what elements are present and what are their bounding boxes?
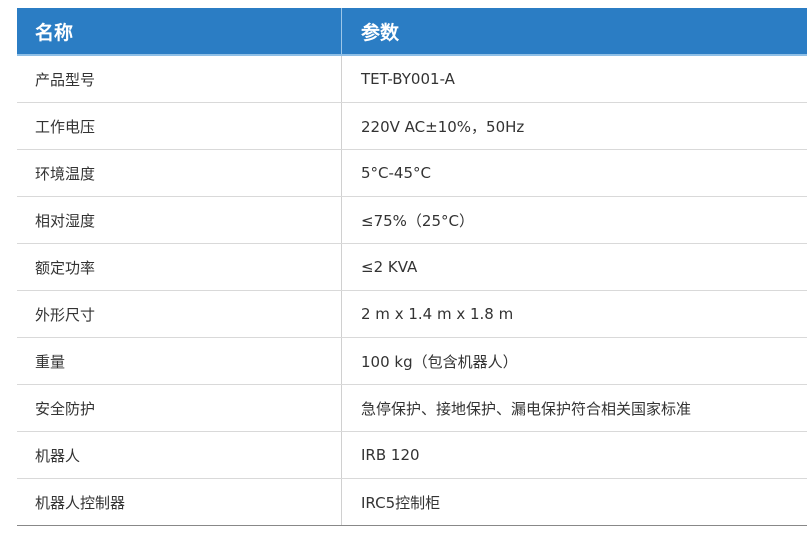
table-row: 额定功率 ≤2 KVA [17, 244, 807, 291]
row-name: 产品型号 [17, 56, 342, 102]
row-value: IRC5控制柜 [361, 493, 441, 512]
row-value: 急停保护、接地保护、漏电保护符合相关国家标准 [361, 399, 692, 418]
header-param: 参数 [361, 21, 400, 44]
row-name: 重量 [17, 338, 342, 384]
row-name: 工作电压 [17, 103, 342, 149]
table-row: 外形尺寸 2 m x 1.4 m x 1.8 m [17, 291, 807, 338]
table-row: 机器人控制器 IRC5控制柜 [17, 479, 807, 526]
row-value: TET-BY001-A [361, 70, 455, 88]
row-value: 100 kg（包含机器人） [361, 352, 518, 371]
row-name: 安全防护 [17, 385, 342, 431]
table-row: 相对湿度 ≤75%（25°C） [17, 197, 807, 244]
table-row: 机器人 IRB 120 [17, 432, 807, 479]
row-value: IRB 120 [361, 446, 420, 464]
table-header: 名称 参数 [17, 8, 807, 56]
row-value: ≤2 KVA [361, 258, 418, 276]
row-name: 相对湿度 [17, 197, 342, 243]
row-value: 220V AC±10%，50Hz [361, 117, 525, 136]
row-value: 5°C-45°C [361, 164, 431, 182]
row-name: 机器人控制器 [17, 479, 342, 525]
table-row: 安全防护 急停保护、接地保护、漏电保护符合相关国家标准 [17, 385, 807, 432]
table-row: 工作电压 220V AC±10%，50Hz [17, 103, 807, 150]
row-name: 环境温度 [17, 150, 342, 196]
row-name: 外形尺寸 [17, 291, 342, 337]
spec-table: 名称 参数 产品型号 TET-BY001-A 工作电压 220V AC±10%，50H… [17, 8, 807, 526]
table-row: 产品型号 TET-BY001-A [17, 56, 807, 103]
header-name: 名称 [17, 8, 342, 54]
row-name: 机器人 [17, 432, 342, 478]
table-row: 环境温度 5°C-45°C [17, 150, 807, 197]
row-value: 2 m x 1.4 m x 1.8 m [361, 305, 514, 323]
row-name: 额定功率 [17, 244, 342, 290]
row-value: ≤75%（25°C） [361, 211, 474, 230]
table-row: 重量 100 kg（包含机器人） [17, 338, 807, 385]
